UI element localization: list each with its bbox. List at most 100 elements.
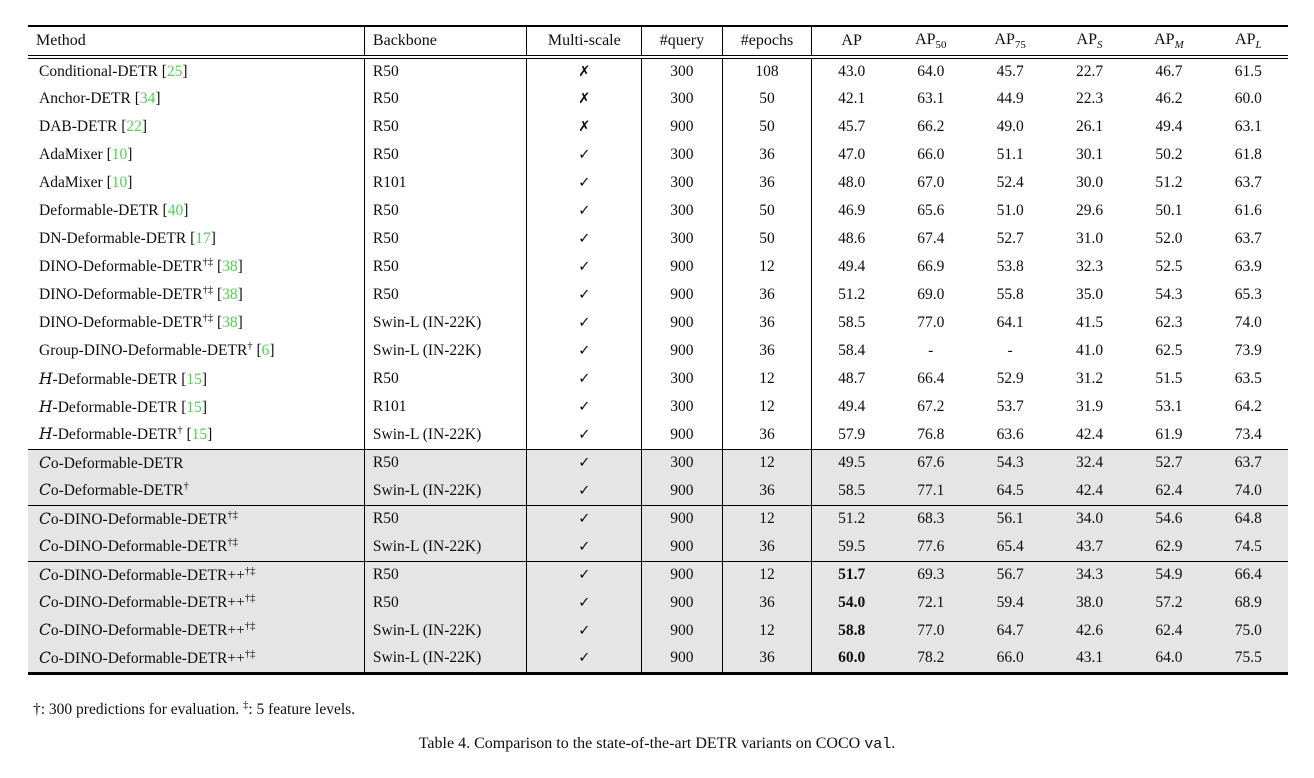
ap-cell: 45.7 — [838, 118, 866, 135]
ap-cell: 54.0 — [811, 589, 892, 617]
check-icon: ✓ — [578, 315, 591, 331]
cross-icon: ✗ — [578, 119, 591, 135]
col-header-backbone: Backbone — [364, 26, 528, 59]
col-header-ap75: AP75 — [970, 26, 1050, 59]
apm-cell: 52.5 — [1155, 258, 1183, 275]
table-row: Co-DINO-Deformable-DETR++†‡ R50 ✓ 900 36 54.0… — [28, 589, 1288, 617]
method-superscript: †‡ — [244, 565, 256, 577]
ap-cell: 48.6 — [838, 230, 866, 247]
aps-cell: 41.5 — [1075, 314, 1104, 331]
table-row: H-Deformable-DETR [15] R101 ✓ 300 12 49.4 67.2… — [28, 393, 1288, 421]
apm-cell: 62.3 — [1155, 314, 1183, 331]
check-icon: ✓ — [578, 482, 591, 499]
aps-cell: 34.0 — [1049, 504, 1130, 533]
method-cell: DN-Deformable-DETR [17] — [28, 225, 365, 253]
script-letter: H — [39, 425, 53, 444]
ap75-cell: 53.7 — [996, 398, 1024, 415]
epochs-cell: 12 — [722, 365, 813, 393]
apm-cell: 54.9 — [1129, 560, 1209, 589]
script-letter: C — [39, 481, 51, 500]
table-row: Conditional-DETR [25] R50 ✗ 300 108 43.0 64.0 4… — [28, 57, 1288, 85]
multiscale-cell: ✓ — [526, 421, 643, 449]
method-cell: Co-DINO-Deformable-DETR†‡ — [28, 504, 365, 533]
ap-cell: 49.4 — [838, 398, 866, 415]
ap75-cell: 52.7 — [996, 230, 1024, 247]
ap50-cell: 63.1 — [917, 90, 945, 107]
method-cell: Co-DINO-Deformable-DETR++†‡ — [28, 560, 365, 589]
check-icon: ✓ — [578, 147, 591, 163]
citation-number: 10 — [111, 174, 128, 191]
backbone-cell: R50 — [364, 448, 528, 477]
aps-cell: 26.1 — [1075, 118, 1104, 135]
citation-number: 15 — [191, 426, 208, 444]
query-cell: 900 — [641, 645, 723, 673]
query-cell: 300 — [641, 57, 723, 85]
dagger-symbol: † — [33, 701, 41, 719]
apl-cell: 61.5 — [1234, 63, 1262, 80]
citation-number: 15 — [186, 370, 202, 388]
epochs-cell: 36 — [722, 141, 813, 169]
table-row: Co-DINO-Deformable-DETR†‡ R50 ✓ 900 12 51.2 68… — [28, 504, 1288, 533]
aps-cell: 42.6 — [1049, 617, 1130, 645]
multiscale-cell: ✓ — [526, 477, 643, 505]
apl-cell: 74.5 — [1208, 533, 1288, 561]
epochs-cell: 36 — [722, 281, 813, 309]
apl-cell: 75.5 — [1208, 645, 1288, 673]
epochs-cell: 108 — [722, 57, 813, 85]
table-row: Co-Deformable-DETR† Swin-L (IN-22K) ✓ 900 36… — [28, 477, 1288, 505]
query-cell: 300 — [641, 141, 723, 169]
multiscale-cell: ✓ — [526, 225, 643, 253]
citation-number: 6 — [261, 342, 270, 360]
apl-cell: 64.2 — [1234, 398, 1262, 415]
ap-cell: 51.2 — [838, 286, 866, 303]
backbone-cell: R50 — [364, 85, 528, 113]
apm-cell: 62.4 — [1129, 477, 1209, 505]
ap50-cell: 65.6 — [917, 202, 945, 219]
citation-number: 10 — [111, 146, 128, 163]
results-table: Method Backbone Multi-scale #query #epochs AP… — [28, 25, 1288, 675]
check-icon: ✓ — [578, 538, 591, 555]
epochs-cell: 36 — [722, 421, 813, 449]
method-superscript: † — [247, 341, 253, 353]
query-cell: 900 — [641, 533, 723, 561]
method-cell: DINO-Deformable-DETR†‡ [38] — [28, 309, 365, 337]
epochs-cell: 36 — [722, 477, 813, 505]
epochs-cell: 12 — [722, 253, 813, 281]
method-superscript: † — [183, 481, 189, 493]
citation-number: 38 — [222, 286, 238, 304]
table-row: DN-Deformable-DETR [17] R50 ✓ 300 50 48.6 67.4… — [28, 225, 1288, 253]
apm-cell: 62.4 — [1129, 617, 1209, 645]
ap-cell: 43.0 — [838, 63, 866, 80]
ap50-cell: 77.0 — [891, 617, 971, 645]
aps-cell: 35.0 — [1075, 286, 1104, 303]
epochs-cell: 12 — [722, 504, 813, 533]
table-row: DAB-DETR [22] R50 ✗ 900 50 45.7 66.2 49.0 26.1 49… — [28, 113, 1288, 141]
method-superscript: †‡ — [202, 313, 214, 325]
aps-cell: 32.3 — [1075, 258, 1104, 275]
aps-cell: 22.3 — [1075, 90, 1104, 107]
ap50-cell: 67.4 — [917, 230, 945, 247]
apm-cell: 50.2 — [1155, 146, 1183, 163]
multiscale-cell: ✗ — [526, 57, 643, 85]
query-cell: 900 — [641, 113, 723, 141]
ap75-cell: 54.3 — [970, 448, 1050, 477]
script-letter: C — [39, 509, 51, 528]
ap50-cell: 66.0 — [917, 146, 945, 163]
apl-cell: 74.0 — [1234, 314, 1262, 331]
ap75-cell: 64.5 — [970, 477, 1050, 505]
apm-cell: 53.1 — [1155, 398, 1183, 415]
check-icon: ✓ — [578, 511, 591, 528]
ap-cell: 48.0 — [838, 174, 866, 191]
ap75-cell: 45.7 — [996, 63, 1024, 80]
epochs-cell: 50 — [722, 85, 813, 113]
script-letter: C — [39, 621, 51, 640]
citation-number: 15 — [186, 398, 202, 416]
aps-cell: 43.1 — [1049, 645, 1130, 673]
method-cell: Co-DINO-Deformable-DETR++†‡ — [28, 617, 365, 645]
ap50-cell: 66.9 — [917, 258, 945, 275]
method-cell: Conditional-DETR [25] — [28, 57, 365, 85]
col-header-multi_scale: Multi-scale — [526, 26, 643, 59]
apm-cell: 49.4 — [1155, 118, 1183, 135]
aps-cell: 30.1 — [1075, 146, 1104, 163]
query-cell: 300 — [641, 225, 723, 253]
